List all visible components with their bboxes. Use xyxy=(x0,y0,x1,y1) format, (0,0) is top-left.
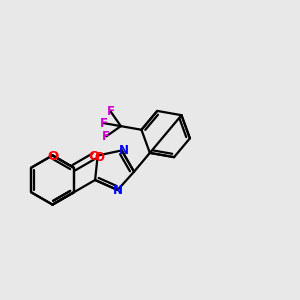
Text: N: N xyxy=(119,144,129,157)
Text: O: O xyxy=(94,151,104,164)
Text: O: O xyxy=(48,150,59,163)
Text: F: F xyxy=(107,105,115,118)
Text: O: O xyxy=(88,149,100,163)
Text: F: F xyxy=(102,130,110,143)
Text: F: F xyxy=(99,117,107,130)
Text: N: N xyxy=(112,184,123,196)
